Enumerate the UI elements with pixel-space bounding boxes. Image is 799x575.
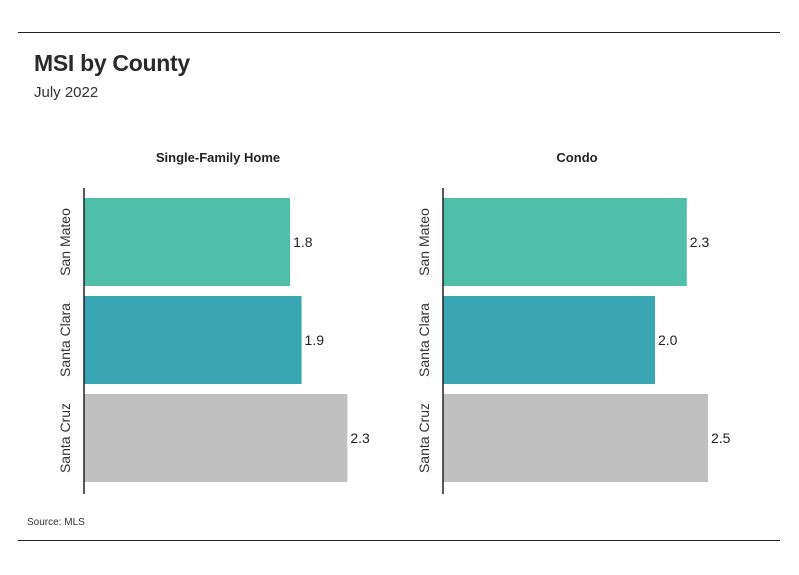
single-family-value-label-1: 1.9 bbox=[305, 332, 325, 348]
chart-title: MSI by County bbox=[34, 50, 190, 76]
source-note: Source: MLS bbox=[27, 517, 85, 528]
bottom-rule bbox=[18, 540, 780, 541]
condo-bar-0 bbox=[443, 198, 687, 286]
single-family-bar-0 bbox=[84, 198, 291, 286]
condo-category-label-2: Santa Cruz bbox=[416, 403, 432, 473]
single-family-category-label-1: Santa Clara bbox=[57, 303, 73, 377]
single-family-value-label-0: 1.8 bbox=[293, 234, 313, 250]
condo-value-label-1: 2.0 bbox=[658, 332, 678, 348]
single-family-value-label-2: 2.3 bbox=[350, 430, 370, 446]
condo-category-label-1: Santa Clara bbox=[416, 303, 432, 377]
condo-value-label-2: 2.5 bbox=[711, 430, 731, 446]
chart-subtitle: July 2022 bbox=[34, 84, 99, 101]
top-rule bbox=[18, 32, 780, 33]
single-family-bar-2 bbox=[84, 394, 348, 482]
condo-bar-1 bbox=[443, 296, 655, 384]
condo-value-label-0: 2.3 bbox=[690, 234, 710, 250]
single-family-category-label-0: San Mateo bbox=[57, 208, 73, 276]
condo-bar-2 bbox=[443, 394, 708, 482]
single-family-bar-1 bbox=[84, 296, 302, 384]
condo-category-label-0: San Mateo bbox=[416, 208, 432, 276]
single-family-panel-title: Single-Family Home bbox=[156, 150, 280, 165]
condo-panel-title: Condo bbox=[556, 150, 597, 165]
single-family-category-label-2: Santa Cruz bbox=[57, 403, 73, 473]
